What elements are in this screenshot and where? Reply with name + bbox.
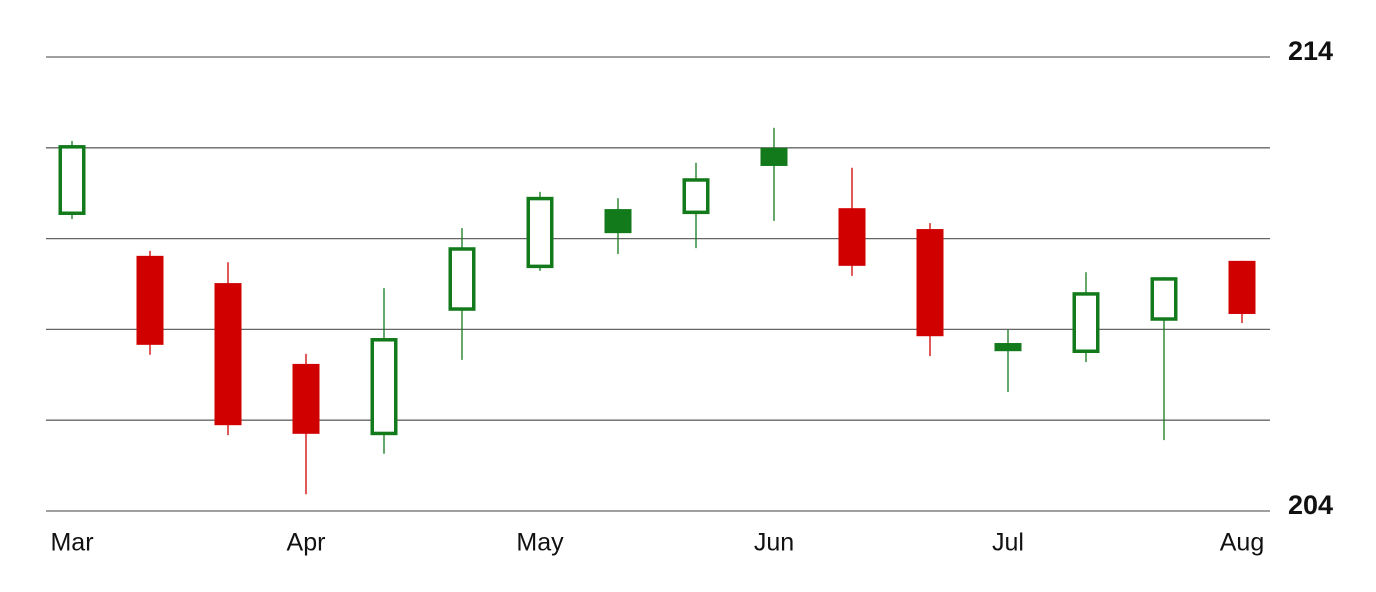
candle-body — [58, 145, 86, 215]
candle-body — [214, 283, 242, 426]
candle-body — [136, 255, 164, 345]
candle-body — [604, 209, 632, 234]
y-tick-label: 214 — [1288, 36, 1333, 66]
candle-body — [682, 178, 710, 215]
candle-body — [760, 147, 788, 166]
candle-body — [1072, 292, 1100, 354]
candle-body — [994, 343, 1022, 352]
x-tick-label: May — [516, 529, 564, 557]
x-tick-label: Mar — [50, 529, 93, 557]
candle-body — [292, 363, 320, 434]
x-tick-label: Aug — [1220, 529, 1264, 557]
x-tick-label: Jul — [992, 529, 1024, 557]
x-tick-label: Apr — [287, 529, 326, 557]
x-tick-label: Jun — [754, 529, 794, 557]
candle-body — [370, 338, 398, 436]
candle-body — [1150, 277, 1178, 321]
candle-body — [838, 208, 866, 266]
y-tick-label: 204 — [1288, 490, 1333, 520]
candle-body — [526, 196, 554, 269]
candle-body — [1228, 260, 1256, 314]
candle-body — [448, 247, 476, 311]
candle-body — [916, 229, 944, 337]
